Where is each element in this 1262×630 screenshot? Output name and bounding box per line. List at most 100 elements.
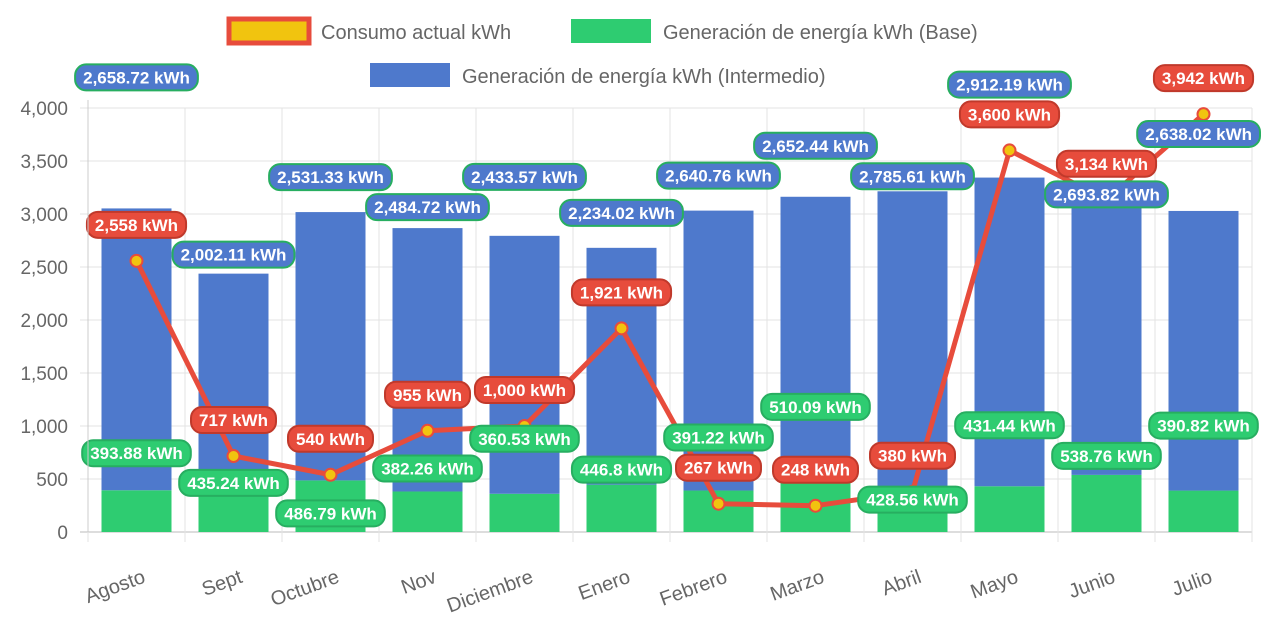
data-label-text: 3,134 kWh	[1065, 155, 1148, 174]
data-label-bg	[1136, 119, 1261, 148]
bar-intermedio	[489, 235, 560, 494]
y-tick-label: 3,500	[20, 152, 68, 173]
data-label-bg	[384, 380, 471, 409]
x-tick-label: Julio	[1169, 566, 1215, 601]
bar-intermedio	[1168, 210, 1239, 491]
y-tick-label: 3,000	[20, 205, 68, 226]
data-label-text: 2,912.19 kWh	[956, 76, 1063, 95]
data-label-bg	[947, 70, 1072, 99]
data-label: 382.26 kWh	[372, 454, 483, 483]
bar-intermedio	[877, 191, 948, 487]
data-label: 486.79 kWh	[275, 499, 386, 528]
x-tick-label: Nov	[398, 566, 439, 599]
data-label: 431.44 kWh	[954, 411, 1065, 440]
x-tick-label: Octubre	[268, 566, 342, 611]
legend-item-intermedio[interactable]: Generación de energía kWh (Intermedio)	[370, 63, 826, 88]
data-label-text: 540 kWh	[296, 430, 365, 449]
x-tick-label: Junio	[1066, 566, 1118, 603]
y-tick-label: 2,500	[20, 258, 68, 279]
bar-base	[1168, 490, 1239, 532]
consumption-point	[226, 448, 241, 463]
bar-intermedio	[780, 196, 851, 478]
data-label-text: 955 kWh	[393, 386, 462, 405]
data-label-text: 2,785.61 kWh	[859, 167, 966, 186]
data-label-text: 2,658.72 kWh	[83, 68, 190, 87]
data-label: 3,134 kWh	[1055, 149, 1158, 178]
data-label-bg	[1044, 180, 1169, 209]
legend[interactable]: Consumo actual kWh Generación de energía…	[226, 16, 978, 88]
data-label-bg	[365, 193, 490, 222]
data-label-text: 2,638.02 kWh	[1145, 125, 1252, 144]
data-label: 2,658.72 kWh	[74, 63, 199, 92]
data-label-text: 3,600 kWh	[968, 105, 1051, 124]
data-label-bg	[190, 405, 277, 434]
x-tick-label: Febrero	[657, 566, 730, 611]
data-label: 2,638.02 kWh	[1136, 119, 1261, 148]
data-label: 248 kWh	[772, 455, 859, 484]
data-label-bg	[1055, 149, 1158, 178]
data-label-bg	[469, 424, 580, 453]
data-label-text: 360.53 kWh	[478, 430, 571, 449]
data-label: 391.22 kWh	[663, 423, 774, 452]
x-tick-label: Sept	[199, 566, 246, 601]
bar-base	[974, 486, 1045, 532]
data-label: 540 kWh	[287, 424, 374, 453]
x-tick-label: Agosto	[82, 566, 148, 608]
data-label-text: 510.09 kWh	[769, 398, 862, 417]
data-label: 3,600 kWh	[958, 100, 1061, 129]
y-tick-label: 2,000	[20, 311, 68, 332]
consumption-point	[1002, 143, 1017, 158]
data-label: 2,785.61 kWh	[850, 162, 975, 191]
data-label: 2,002.11 kWh	[171, 240, 296, 269]
data-label-bg	[275, 499, 386, 528]
data-label: 955 kWh	[384, 380, 471, 409]
data-label: 393.88 kWh	[81, 439, 192, 468]
data-label: 2,640.76 kWh	[656, 161, 781, 190]
consumption-point	[323, 467, 338, 482]
data-label: 2,693.82 kWh	[1044, 180, 1169, 209]
legend-label: Generación de energía kWh (Intermedio)	[462, 66, 826, 88]
data-label-text: 538.76 kWh	[1060, 447, 1153, 466]
data-label-text: 1,000 kWh	[483, 381, 566, 400]
data-label: 360.53 kWh	[469, 424, 580, 453]
data-label-text: 2,002.11 kWh	[181, 246, 287, 265]
data-label-bg	[1051, 441, 1162, 470]
y-tick-label: 500	[36, 470, 68, 491]
data-labels: 2,558 kWh 717 kWh 540 kWh 955 kWh 1,000 kWh 1…	[74, 63, 1261, 528]
y-tick-label: 1,500	[20, 364, 68, 385]
data-label-bg	[675, 453, 762, 482]
data-label-bg	[570, 278, 673, 307]
data-label-bg	[74, 63, 199, 92]
data-label: 510.09 kWh	[760, 392, 871, 421]
data-label: 2,433.57 kWh	[462, 162, 587, 191]
bar-base	[101, 490, 172, 532]
data-label: 2,558 kWh	[85, 210, 188, 239]
data-label-text: 486.79 kWh	[284, 504, 377, 523]
legend-item-consumo[interactable]: Consumo actual kWh	[226, 16, 511, 46]
data-label-bg	[656, 161, 781, 190]
consumption-line-path	[134, 112, 1206, 509]
x-tick-label: Marzo	[767, 566, 827, 606]
data-label-text: 2,640.76 kWh	[665, 167, 772, 186]
data-label-bg	[869, 441, 956, 470]
consumption-point	[614, 321, 629, 336]
data-label-text: 717 kWh	[199, 411, 268, 430]
bar-base	[1071, 474, 1142, 532]
x-tick-label: Diciembre	[444, 566, 536, 617]
data-label-bg	[760, 392, 871, 421]
data-label: 1,000 kWh	[473, 376, 576, 404]
legend-label: Consumo actual kWh	[321, 22, 511, 44]
consumption-point	[420, 423, 435, 438]
data-label-text: 446.8 kWh	[580, 461, 663, 480]
consumption-point	[1196, 107, 1211, 122]
data-label: 1,921 kWh	[570, 278, 673, 307]
data-label-text: 435.24 kWh	[187, 474, 280, 493]
data-label-bg	[1148, 411, 1259, 440]
legend-item-base[interactable]: Generación de energía kWh (Base)	[571, 19, 978, 44]
data-label: 267 kWh	[675, 453, 762, 482]
data-label-bg	[954, 411, 1065, 440]
data-label-bg	[81, 439, 192, 468]
y-tick-label: 0	[57, 523, 68, 544]
x-tick-label: Abril	[879, 566, 924, 600]
data-label-text: 380 kWh	[878, 447, 947, 466]
